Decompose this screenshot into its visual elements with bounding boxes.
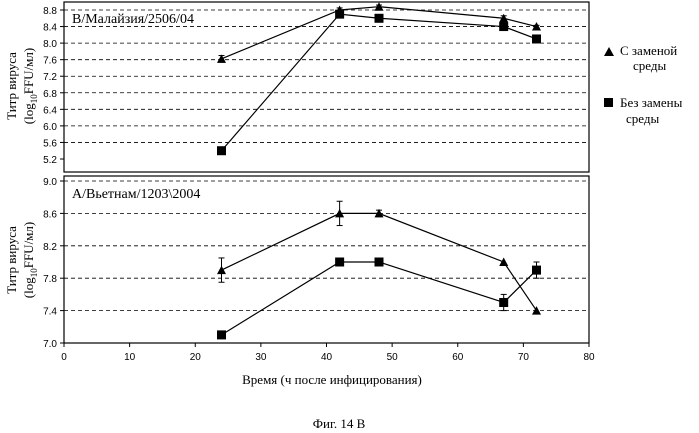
legend-label-line1: С заменой [620, 43, 677, 58]
y-axis-label-top-line2: (log10FFU/мл) [21, 48, 39, 124]
series-line [222, 262, 537, 335]
y-tick-label: 8.0 [43, 39, 57, 50]
y-tick-label: 8.2 [43, 242, 57, 253]
legend: С заменой среды Без замены среды [604, 43, 683, 126]
legend-label-line2: среды [626, 111, 659, 126]
y-axis-label-top-line1: Титр вируса [4, 52, 19, 120]
data-point-triangle [499, 258, 508, 267]
data-point-square [217, 146, 226, 155]
y-tick-label: 5.2 [43, 155, 57, 166]
chart-top: 8.8 8.4 8.0 7.6 7.2 6.8 6.4 6.0 5.6 5.2 B/Малайзи… [4, 2, 589, 172]
legend-item-with-medium-change: С заменой среды [604, 43, 677, 73]
x-tick-label: 80 [583, 352, 595, 363]
y-tick-label: 7.2 [43, 72, 57, 83]
y-tick-label: 8.8 [43, 6, 57, 17]
y-tick-label: 7.6 [43, 56, 57, 67]
data-point-square [335, 10, 344, 19]
x-tick-label: 10 [124, 352, 136, 363]
figure-caption: Фиг. 14 В [313, 416, 366, 431]
y-tick-label: 7.8 [43, 274, 57, 285]
x-axis-label: Время (ч после инфицирования) [242, 372, 422, 387]
data-point-square [335, 258, 344, 267]
data-point-square [375, 258, 384, 267]
chart-title-top: B/Малайзия/2506/04 [72, 12, 194, 27]
legend-label-line1: Без замены [620, 95, 683, 110]
x-tick-label: 40 [321, 352, 333, 363]
y-tick-label: 6.8 [43, 89, 57, 100]
series-with-medium-change-top [217, 2, 541, 63]
x-tick-label: 70 [518, 352, 530, 363]
data-point-square [375, 14, 384, 23]
y-tick-label: 7.4 [43, 307, 57, 318]
x-tick-label: 30 [255, 352, 267, 363]
series-line [222, 14, 537, 151]
triangle-marker-icon [604, 47, 614, 56]
y-tick-label: 8.4 [43, 23, 57, 34]
data-point-square [217, 330, 226, 339]
data-point-square [532, 34, 541, 43]
y-axis-label-bottom-line2: (log10FFU/мл) [21, 222, 39, 298]
chart-title-bottom: A/Вьетнам/1203\2004 [72, 187, 200, 202]
x-tick-label: 60 [452, 352, 464, 363]
series-without-medium-change-top [217, 10, 541, 156]
data-point-square [499, 298, 508, 307]
legend-label-line2: среды [633, 58, 666, 73]
y-tick-label: 5.6 [43, 138, 57, 149]
square-marker-icon [604, 98, 613, 107]
y-tick-label: 6.0 [43, 122, 57, 133]
plot-frame-top [64, 2, 589, 172]
x-tick-label: 50 [387, 352, 399, 363]
y-tick-label: 8.6 [43, 209, 57, 220]
series-without-medium-change-bottom [217, 258, 541, 340]
y-tick-label: 6.4 [43, 105, 57, 116]
data-point-triangle [217, 266, 226, 275]
y-tick-label: 9.0 [43, 177, 57, 188]
x-tick-label: 20 [190, 352, 202, 363]
x-tick-label: 0 [61, 352, 67, 363]
y-tick-label: 7.0 [43, 339, 57, 350]
data-point-triangle [217, 54, 226, 63]
data-point-square [532, 266, 541, 275]
chart-bottom: 9.0 8.6 8.2 7.8 7.4 7.0 0 10 20 30 40 50 60 70 80 A/В… [4, 176, 595, 387]
data-point-square [499, 22, 508, 31]
legend-item-without-medium-change: Без замены среды [604, 95, 683, 126]
y-axis-label-bottom-line1: Титр вируса [4, 226, 19, 294]
